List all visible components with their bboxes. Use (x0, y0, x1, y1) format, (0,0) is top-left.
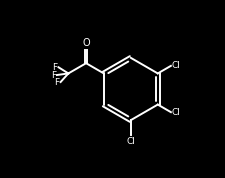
Text: F: F (51, 70, 56, 80)
Text: F: F (54, 78, 59, 87)
Text: Cl: Cl (126, 137, 135, 146)
Text: Cl: Cl (171, 108, 180, 117)
Text: F: F (52, 63, 57, 72)
Text: O: O (82, 38, 90, 48)
Text: Cl: Cl (171, 61, 180, 70)
